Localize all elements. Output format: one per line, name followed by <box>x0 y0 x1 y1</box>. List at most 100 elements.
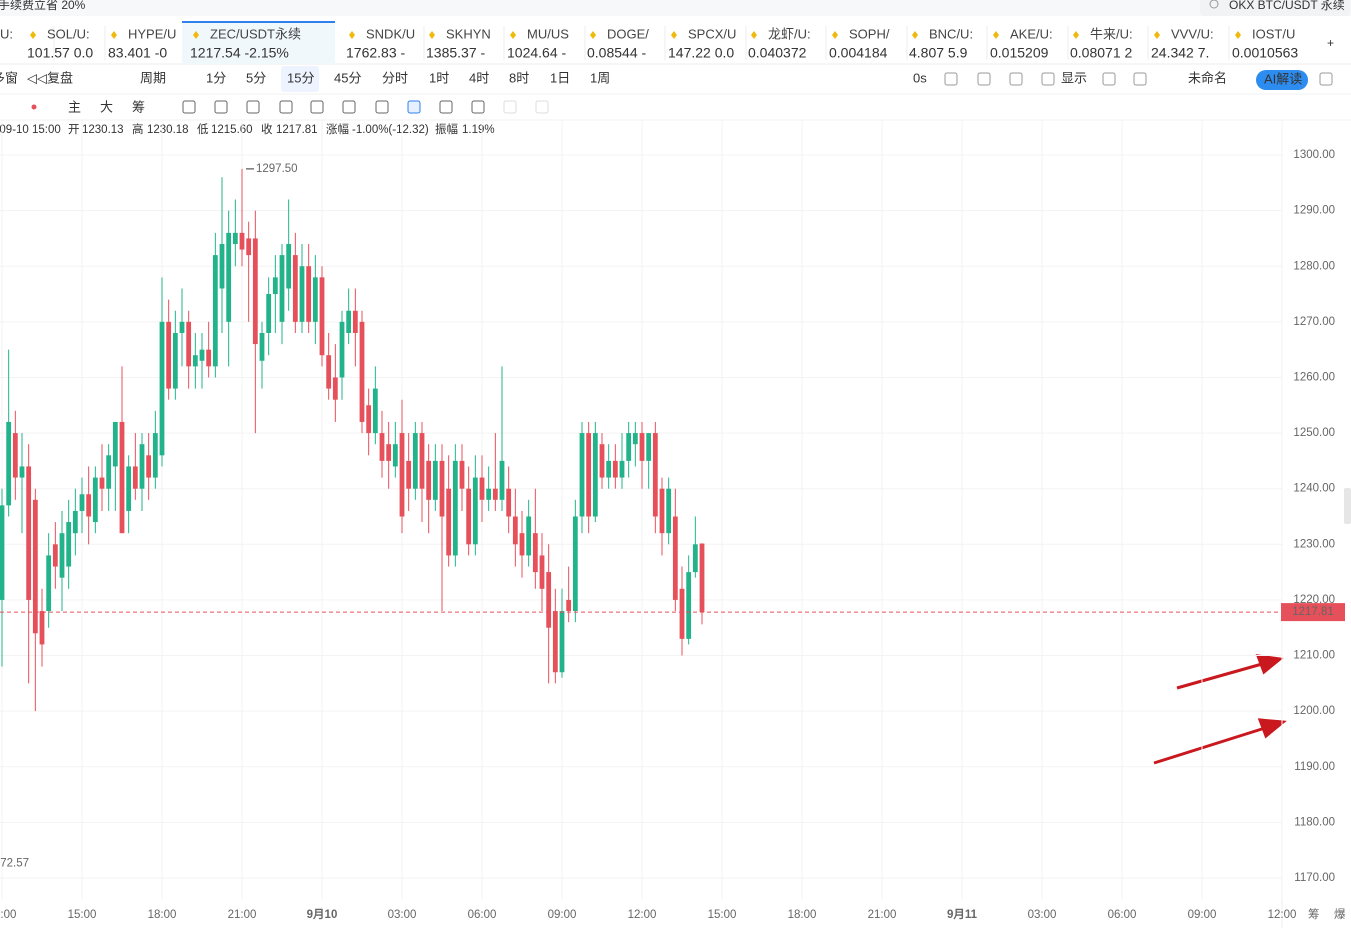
corner-label[interactable]: 爆 <box>1334 907 1346 921</box>
period[interactable]: 1分 <box>206 70 226 85</box>
ticker-quote[interactable]: 1385.37 - <box>426 45 485 61</box>
period[interactable]: 8时 <box>509 70 529 85</box>
ticker-quote[interactable]: 0.0010563 <box>1232 45 1298 61</box>
ticker-quote[interactable]: 1762.83 - <box>346 45 405 61</box>
ticker-quote[interactable]: 0.015209 <box>990 45 1049 61</box>
tool-icon[interactable] <box>1102 72 1116 86</box>
draw-tool-icon[interactable] <box>214 100 228 114</box>
candle-body <box>672 516 678 600</box>
ticker-name[interactable]: DOGE/ <box>607 26 649 41</box>
draw-tool-icon[interactable] <box>279 100 293 114</box>
annotation-arrows <box>1153 654 1287 765</box>
toolbar-item[interactable]: 多窗 <box>0 70 18 85</box>
ticker-quote[interactable]: 1217.54 -2.15% <box>190 45 289 61</box>
ticker-quote[interactable]: 0.040372 <box>748 45 807 61</box>
layout-name[interactable]: 未命名 <box>1188 70 1227 85</box>
tool-icon[interactable] <box>1009 72 1023 86</box>
x-tick-label: 03:00 <box>388 909 417 921</box>
indicator[interactable]: 大 <box>100 99 113 114</box>
ticker-quote[interactable]: 0.08071 2 <box>1070 45 1132 61</box>
draw-tool-icon[interactable] <box>342 100 356 114</box>
candle-body <box>359 321 365 422</box>
draw-tool-icon[interactable] <box>246 100 260 114</box>
draw-tool-icon[interactable] <box>439 100 453 114</box>
ticker-quote[interactable]: 1024.64 - <box>507 45 566 61</box>
period[interactable]: 1周 <box>590 70 610 85</box>
period[interactable]: 1日 <box>550 70 570 85</box>
y-tick-label: 1290.00 <box>1293 205 1335 217</box>
ohlc-info: 高 <box>132 122 144 136</box>
ticker-name[interactable]: BNC/U: <box>929 26 973 41</box>
ticker-quote[interactable]: 0.004184 <box>829 45 888 61</box>
ticker-name[interactable]: SOPH/ <box>849 26 890 41</box>
draw-tool-icon[interactable] <box>471 100 485 114</box>
period[interactable]: 15分 <box>287 70 314 85</box>
y-tick-label: 1180.00 <box>1294 816 1335 828</box>
favorite-diamond <box>349 31 355 39</box>
ticker-name[interactable]: SNDK/U <box>366 26 415 41</box>
draw-tool-icon[interactable] <box>407 100 421 114</box>
tool-icon[interactable] <box>944 72 958 86</box>
indicator[interactable]: 主 <box>68 99 81 114</box>
add-tab[interactable]: + <box>1327 36 1334 50</box>
ticker-name[interactable]: 牛来/U: <box>1090 26 1133 41</box>
ticker-name[interactable]: MU/US <box>527 26 569 41</box>
x-tick-label: 06:00 <box>1108 909 1137 921</box>
ticker-quote[interactable]: 83.401 -0 <box>108 45 167 61</box>
period[interactable]: 5分 <box>246 70 266 85</box>
indicator[interactable]: 筹 <box>132 99 145 114</box>
x-tick-label: 12:00 <box>628 909 657 921</box>
promo: 手续费立省 20% <box>0 0 86 12</box>
tool-icon[interactable] <box>1319 72 1333 86</box>
candle-body <box>152 433 158 478</box>
period[interactable]: 1时 <box>429 70 449 85</box>
ticker-quote[interactable]: 4.807 5.9 <box>909 45 968 61</box>
ticker-quote[interactable]: 0.08544 - <box>587 45 646 61</box>
ticker-name[interactable]: HYPE/U <box>128 26 176 41</box>
draw-tool-icon[interactable] <box>375 100 389 114</box>
ohlc-info: 1217.81 <box>276 124 318 136</box>
ticker-name[interactable]: VVV/U: <box>1171 26 1214 41</box>
ticker-name[interactable]: SKHYN <box>446 26 491 41</box>
candle-body <box>386 444 392 461</box>
candle-body <box>459 460 465 489</box>
ticker-name[interactable]: ZEC/USDT永续 <box>210 26 301 41</box>
tool-icon[interactable] <box>1133 72 1147 86</box>
ticker-name[interactable]: 龙虾/U: <box>768 26 811 41</box>
ai-button[interactable] <box>1256 70 1308 90</box>
ai-label[interactable]: AI解读 <box>1264 71 1302 86</box>
ticker-name[interactable]: U: <box>0 26 13 41</box>
ticker-quote[interactable]: 101.57 0.0 <box>27 45 93 61</box>
ticker-name[interactable]: SOL/U: <box>47 26 90 41</box>
active-tab[interactable] <box>182 21 335 64</box>
scroll-handle[interactable] <box>1344 488 1351 524</box>
draw-tool-icon[interactable] <box>182 100 196 114</box>
toolbar-item[interactable]: 周期 <box>140 70 166 85</box>
period[interactable]: 4时 <box>469 70 489 85</box>
candle-body <box>246 238 252 256</box>
search-box[interactable] <box>1200 0 1350 16</box>
ticker-name[interactable]: SPCX/U <box>688 26 736 41</box>
ticker-name[interactable]: IOST/U <box>1252 26 1295 41</box>
period[interactable]: 分时 <box>382 70 408 85</box>
tool-icon[interactable] <box>1041 72 1055 86</box>
ticker-quote[interactable]: 147.22 0.0 <box>668 45 734 61</box>
period[interactable]: 45分 <box>334 70 361 85</box>
draw-tool-icon[interactable] <box>535 100 549 114</box>
search-text[interactable]: OKX BTC/USDT 永续 <box>1229 0 1345 12</box>
candle-body <box>199 349 205 361</box>
draw-tool-icon[interactable] <box>503 100 517 114</box>
display[interactable]: 显示 <box>1061 70 1087 85</box>
y-tick-label: 1220.00 <box>1293 594 1335 606</box>
ohlc-info: 低 <box>197 123 209 136</box>
corner-label[interactable]: 筹 <box>1308 907 1320 921</box>
toolbar-item[interactable]: 复盘 <box>47 70 73 85</box>
candle-body <box>319 277 325 356</box>
tool-icon[interactable] <box>977 72 991 86</box>
draw-tool-icon[interactable] <box>310 100 324 114</box>
candle-body <box>59 533 65 578</box>
candle-body <box>392 444 398 467</box>
ticker-quote[interactable]: 24.342 7. <box>1151 45 1209 61</box>
favorite-diamond <box>1154 31 1160 39</box>
ticker-name[interactable]: AKE/U: <box>1010 26 1053 41</box>
